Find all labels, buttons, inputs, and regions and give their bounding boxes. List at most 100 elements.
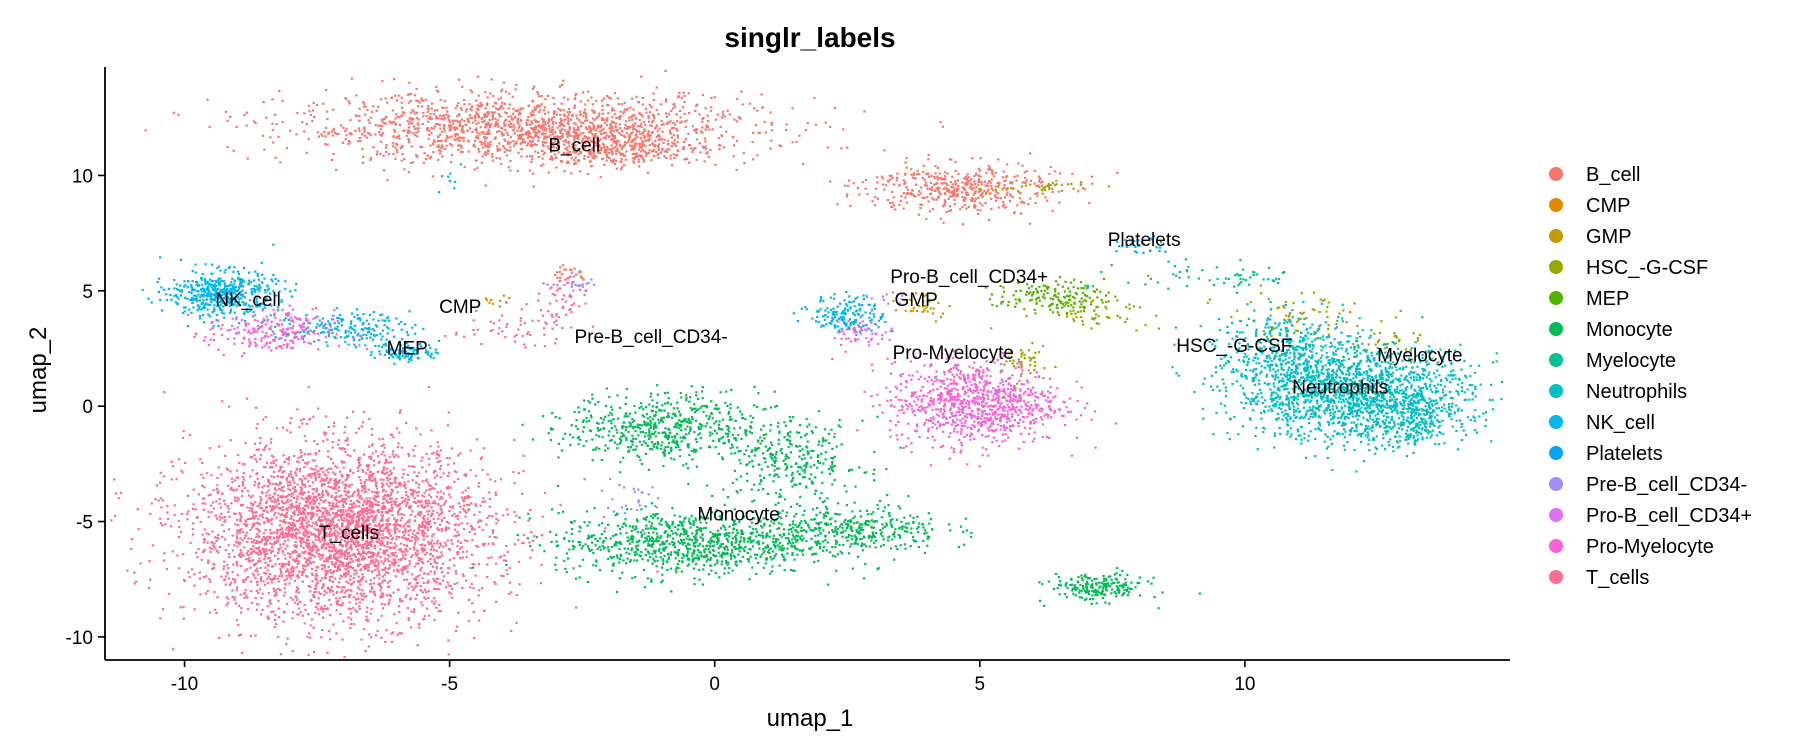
point xyxy=(629,560,632,563)
point xyxy=(517,109,520,112)
point xyxy=(961,181,964,184)
point xyxy=(748,102,751,105)
point xyxy=(412,117,415,121)
point xyxy=(369,116,372,119)
point xyxy=(831,457,834,460)
point xyxy=(654,424,657,427)
point xyxy=(666,560,669,563)
point xyxy=(446,110,449,113)
point xyxy=(872,511,875,514)
point xyxy=(1287,318,1290,321)
point xyxy=(515,140,518,143)
point xyxy=(836,513,839,516)
point xyxy=(1014,305,1017,308)
point xyxy=(718,438,721,441)
point xyxy=(486,102,489,105)
point xyxy=(622,433,625,436)
point xyxy=(466,117,469,120)
point xyxy=(905,522,908,525)
point xyxy=(785,474,788,477)
point xyxy=(782,459,785,462)
point xyxy=(513,132,516,135)
point xyxy=(1110,588,1114,591)
point xyxy=(448,124,451,127)
point xyxy=(378,131,381,134)
point xyxy=(770,129,773,132)
point xyxy=(619,110,622,113)
point xyxy=(527,132,530,135)
point xyxy=(770,570,773,573)
point xyxy=(657,539,660,543)
point xyxy=(763,522,766,525)
point xyxy=(791,553,794,556)
point xyxy=(1087,593,1090,596)
point xyxy=(711,417,714,420)
point xyxy=(731,446,734,449)
point xyxy=(355,94,358,97)
point xyxy=(917,525,920,529)
point xyxy=(765,557,768,560)
point xyxy=(600,533,603,536)
point xyxy=(495,121,498,124)
point xyxy=(496,124,499,127)
point xyxy=(802,476,805,479)
point xyxy=(782,528,786,531)
point xyxy=(440,118,443,121)
point xyxy=(1018,197,1021,200)
point xyxy=(727,540,730,543)
point xyxy=(598,537,602,540)
point xyxy=(584,140,587,143)
point xyxy=(591,438,594,441)
point xyxy=(562,96,566,99)
point xyxy=(379,152,382,156)
point xyxy=(589,128,593,131)
point xyxy=(865,509,868,512)
point xyxy=(704,145,707,148)
point xyxy=(486,111,489,114)
point xyxy=(519,135,523,138)
point xyxy=(1095,591,1098,594)
point xyxy=(755,528,758,531)
point xyxy=(783,569,786,572)
point xyxy=(514,116,517,119)
point xyxy=(975,173,978,176)
point xyxy=(578,576,581,579)
point xyxy=(1075,316,1078,319)
point xyxy=(556,126,559,129)
point xyxy=(760,480,763,483)
point xyxy=(615,428,618,431)
point xyxy=(723,441,726,445)
point xyxy=(403,111,406,114)
point xyxy=(1100,581,1103,584)
point xyxy=(685,530,688,533)
point xyxy=(997,192,1000,195)
point xyxy=(403,157,406,160)
point xyxy=(714,163,717,166)
point xyxy=(311,109,314,112)
point xyxy=(751,449,754,452)
point xyxy=(595,99,598,103)
point xyxy=(701,145,704,148)
point xyxy=(633,137,636,140)
point xyxy=(458,139,461,142)
point xyxy=(660,517,663,521)
point xyxy=(518,111,521,114)
point xyxy=(593,154,596,157)
point xyxy=(567,107,571,111)
point xyxy=(381,80,384,83)
point xyxy=(586,139,589,143)
point xyxy=(644,452,647,456)
point xyxy=(691,557,694,561)
point xyxy=(801,448,804,451)
point xyxy=(629,559,632,562)
point xyxy=(718,143,721,146)
point xyxy=(881,523,884,526)
point xyxy=(1097,315,1100,318)
point xyxy=(726,552,729,556)
point xyxy=(1001,188,1004,191)
point xyxy=(773,544,777,547)
point xyxy=(766,545,769,549)
point xyxy=(927,175,930,179)
point xyxy=(654,552,657,555)
point xyxy=(671,507,674,510)
